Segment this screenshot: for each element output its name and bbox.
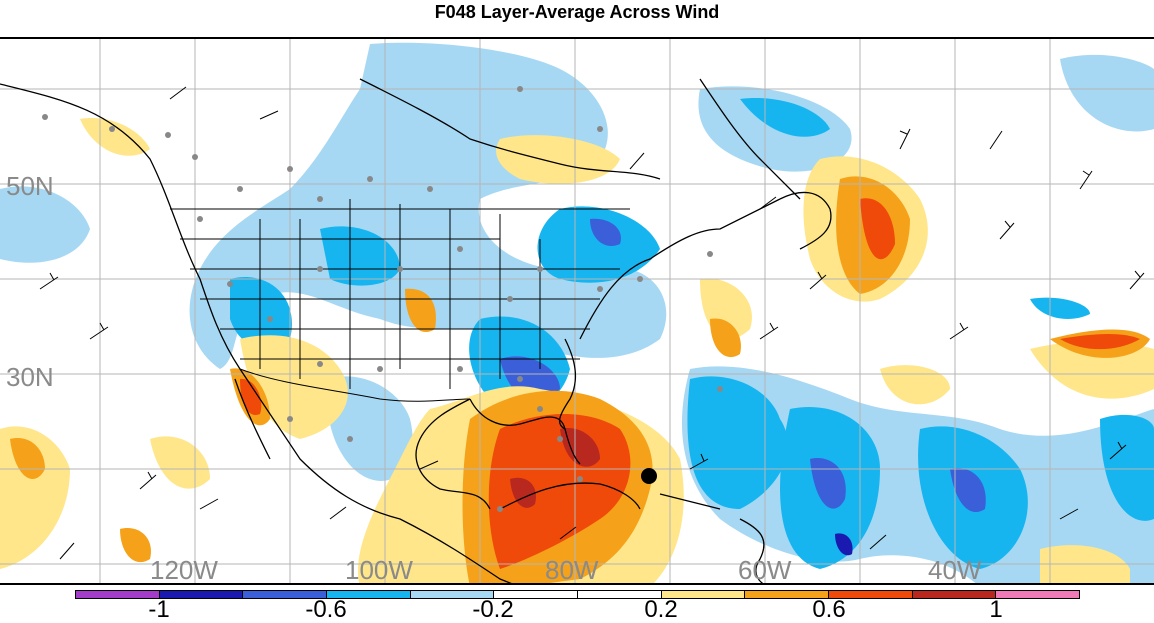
colorbar-segment <box>327 591 411 598</box>
field-dark-red <box>560 428 600 467</box>
field-dark-blue <box>810 458 846 509</box>
field-yellow <box>80 118 150 156</box>
colorbar-segment <box>494 591 579 598</box>
state-borders <box>170 199 630 402</box>
wind-barbs <box>39 86 1145 560</box>
field-dark-blue <box>950 468 986 513</box>
lon-label-120w: 120W <box>150 555 218 585</box>
field-dark-blue <box>835 533 853 556</box>
colorbar-segment <box>578 591 662 598</box>
colorbar-label: 1 <box>989 596 1003 623</box>
colorbar-segment <box>159 591 244 598</box>
station-dots <box>42 86 723 512</box>
field-blue <box>687 376 788 509</box>
map-panel[interactable]: 50N 30N 120W 100W 80W 60W 40W <box>0 37 1154 585</box>
field-light-blue <box>1060 54 1154 132</box>
field-yellow <box>150 436 210 489</box>
field-red <box>860 198 895 260</box>
lon-label-60w: 60W <box>738 555 792 585</box>
map-canvas <box>0 39 1154 583</box>
colorbar-segment <box>829 591 913 598</box>
lon-label-80w: 80W <box>545 555 599 585</box>
lon-label-40w: 40W <box>928 555 982 585</box>
colorbar-segment <box>410 591 495 598</box>
colorbar-label: -1 <box>148 596 170 623</box>
field-yellow <box>496 135 620 184</box>
colorbar-label: 0.2 <box>644 596 678 623</box>
field-blue <box>320 226 400 286</box>
field-blue <box>230 277 292 350</box>
storm-center-marker <box>641 468 657 484</box>
field-light-blue <box>0 186 90 263</box>
field-orange <box>120 528 151 563</box>
field-blue <box>537 206 660 283</box>
colorbar-segment <box>912 591 997 598</box>
field-red <box>1060 334 1140 350</box>
lat-label-30n: 30N <box>6 362 54 392</box>
colorbar-segment <box>745 591 830 598</box>
lon-label-100w: 100W <box>345 555 413 585</box>
map-title: F048 Layer-Average Across Wind <box>434 2 720 22</box>
coastlines <box>0 78 832 583</box>
colorbar-label: -0.6 <box>305 596 347 623</box>
field-blue <box>1100 414 1154 521</box>
field-dark-blue <box>590 218 621 247</box>
colorbar-segment <box>243 591 328 598</box>
lat-lon-grid <box>0 39 1154 583</box>
colorbar-label: -0.2 <box>472 596 514 623</box>
colorbar-segment <box>996 591 1080 598</box>
field-dark-red <box>510 477 536 508</box>
colorbar-segment <box>76 591 160 598</box>
field-yellow <box>880 365 950 405</box>
field-shading <box>0 42 1154 583</box>
lat-label-50n: 50N <box>6 171 54 201</box>
colorbar-segment <box>661 591 746 598</box>
field-orange <box>405 288 436 333</box>
field-blue <box>740 98 830 137</box>
colorbar-label: 0.6 <box>812 596 846 623</box>
field-light-blue <box>189 42 667 369</box>
field-orange <box>710 318 741 358</box>
field-blue <box>1030 297 1090 319</box>
field-light-blue <box>327 376 413 481</box>
colorbar <box>75 590 1080 599</box>
